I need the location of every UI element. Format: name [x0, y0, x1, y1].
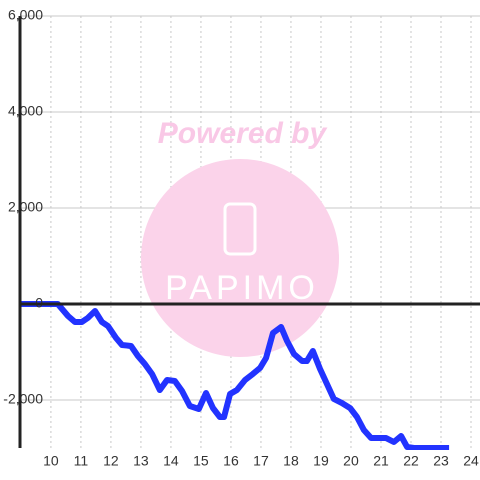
x-tick-label: 12 — [103, 453, 119, 469]
y-tick-label: 2,000 — [8, 199, 43, 215]
watermark-logo: PAPIMO — [165, 269, 319, 307]
x-tick-label: 17 — [253, 453, 269, 469]
x-tick-label: 11 — [74, 453, 89, 469]
y-tick-label: -2,000 — [3, 391, 43, 407]
x-tick-label: 23 — [433, 453, 449, 469]
x-tick-label: 22 — [403, 453, 419, 469]
x-tick-label: 10 — [43, 453, 59, 469]
axes: -2,00002,0004,0006,000101112131415161718… — [3, 7, 480, 469]
x-tick-label: 19 — [313, 453, 329, 469]
watermark: Powered by PAPIMO — [141, 117, 339, 357]
watermark-circle — [141, 159, 339, 357]
x-tick-label: 15 — [193, 453, 209, 469]
plot — [20, 301, 450, 450]
series-line — [20, 301, 450, 450]
x-tick-label: 14 — [163, 453, 179, 469]
x-tick-label: 24 — [463, 453, 479, 469]
x-tick-label: 16 — [223, 453, 239, 469]
watermark-icon — [223, 202, 257, 256]
y-tick-label: 4,000 — [8, 103, 43, 119]
x-tick-label: 18 — [283, 453, 299, 469]
x-tick-label: 21 — [373, 453, 389, 469]
watermark-text: Powered by — [158, 117, 328, 150]
x-tick-label: 13 — [133, 453, 149, 469]
y-tick-label: 6,000 — [8, 7, 43, 23]
x-tick-label: 20 — [343, 453, 359, 469]
